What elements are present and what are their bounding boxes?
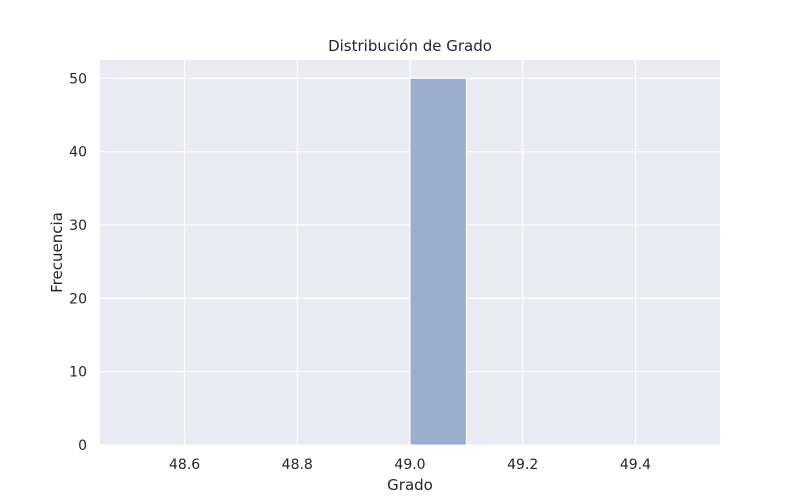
x-tick-label: 48.8 [282, 457, 313, 473]
y-axis-label: Frecuencia [48, 212, 66, 293]
x-tick-label: 49.2 [507, 457, 538, 473]
x-tick-labels: 48.6 48.8 49.0 49.2 49.4 [169, 457, 651, 473]
chart-title: Distribución de Grado [328, 37, 492, 55]
x-axis-label: Grado [387, 476, 433, 494]
y-tick-label: 20 [69, 291, 87, 307]
y-tick-label: 0 [78, 438, 87, 454]
y-tick-label: 50 [69, 71, 87, 87]
x-tick-label: 49.0 [394, 457, 425, 473]
x-tick-label: 48.6 [169, 457, 200, 473]
y-tick-label: 10 [69, 365, 87, 381]
y-tick-label: 30 [69, 218, 87, 234]
x-tick-label: 49.4 [620, 457, 651, 473]
histogram-bar [409, 77, 467, 446]
bars [409, 77, 467, 446]
y-tick-label: 40 [69, 145, 87, 161]
y-tick-labels: 0 10 20 30 40 50 [69, 71, 87, 454]
